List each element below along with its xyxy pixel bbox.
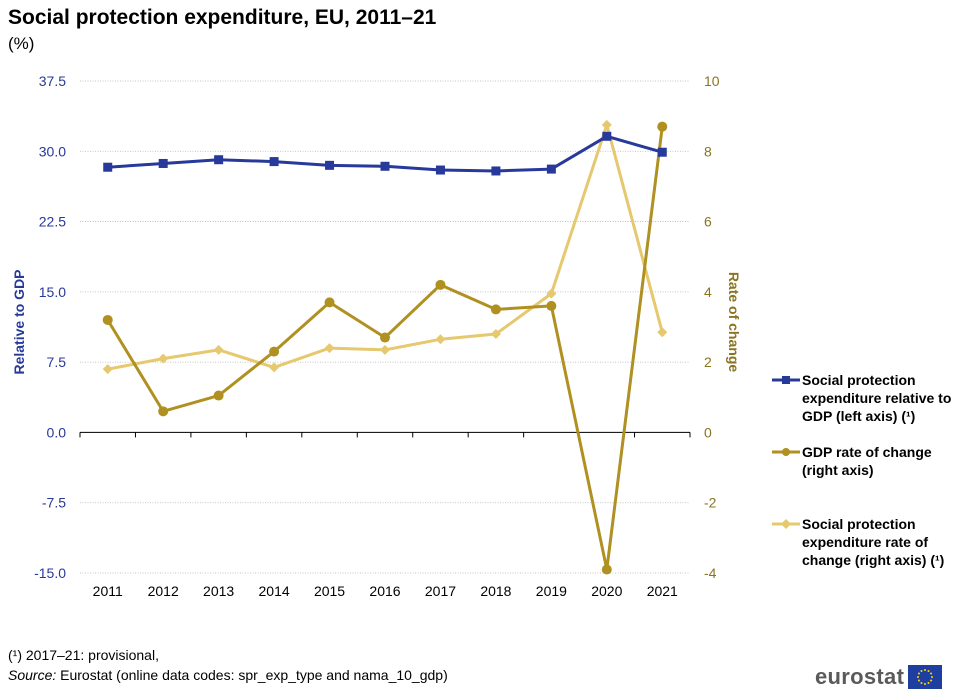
series-1-point: [324, 297, 335, 308]
series-1-point: [158, 406, 169, 417]
left-tick-label: 0.0: [47, 424, 67, 440]
flag-star: [917, 676, 920, 678]
flag-star: [918, 672, 921, 675]
left-tick-label: 7.5: [47, 354, 67, 370]
series-1-point: [546, 300, 557, 311]
x-tick-label: 2018: [480, 583, 511, 599]
right-tick-label: 10: [704, 73, 720, 89]
series-0-point: [435, 165, 445, 175]
axes: -15.0 -7.5 0.0 7.5 15.0 22.5 30.0 37.5 -4 -2 0 2 4 6 8…: [11, 73, 742, 599]
series-0-point: [103, 162, 113, 172]
series-2-point: [380, 344, 390, 355]
series-2-point: [102, 364, 113, 375]
x-tick-label: 2019: [536, 583, 567, 599]
series-0-point: [602, 131, 612, 141]
line-chart: -15.0 -7.5 0.0 7.5 15.0 22.5 30.0 37.5 -4 -2 0 2 4 6 8…: [11, 73, 742, 599]
flag-star: [924, 683, 927, 685]
series-2-point: [601, 119, 612, 130]
left-axis-title: Relative to GDP: [11, 269, 27, 374]
flag-star: [927, 669, 930, 672]
series-1-point: [102, 314, 113, 325]
series-1-point: [435, 279, 446, 290]
eu-flag-icon: [908, 665, 943, 689]
left-tick-label: 37.5: [39, 73, 66, 89]
logo-text: eurostat: [815, 664, 905, 689]
flag-star: [927, 682, 930, 685]
x-tick-label: 2016: [369, 583, 400, 599]
series-1-point: [601, 564, 612, 575]
legend-label: Social protection expenditure rate of ch…: [802, 516, 945, 568]
x-tick-label: 2011: [93, 583, 123, 599]
right-axis-title: Rate of change: [726, 272, 742, 373]
left-tick-label: 30.0: [39, 143, 66, 159]
x-tick-label: 2021: [647, 583, 678, 599]
legend-item-gdp-change: GDP rate of change (right axis): [772, 443, 952, 479]
right-tick-label: 2: [704, 354, 712, 370]
legend-label: Social protection expenditure relative t…: [802, 372, 952, 424]
left-tick-label: -7.5: [42, 495, 66, 511]
series: [102, 119, 668, 575]
source-text: Eurostat (online data codes: spr_exp_typ…: [56, 667, 448, 683]
chart-title: Social protection expenditure, EU, 2011–…: [8, 6, 437, 29]
legend-item-expenditure-gdp: Social protection expenditure relative t…: [772, 371, 952, 425]
flag-star: [920, 682, 923, 685]
flag-star: [931, 676, 934, 678]
source-label: Source:: [8, 667, 57, 683]
flag-star: [920, 669, 923, 672]
series-0-point: [657, 147, 667, 157]
series-2-point: [546, 288, 557, 299]
right-tick-label: 4: [704, 284, 712, 300]
legend-label: GDP rate of change (right axis): [802, 444, 932, 478]
series-1-point: [269, 346, 280, 357]
series-2-point: [158, 353, 169, 364]
series-0-point: [491, 166, 501, 176]
series-0-point: [269, 157, 279, 167]
series-1-point: [380, 332, 390, 343]
x-tick-label: 2012: [148, 583, 179, 599]
flag-star: [930, 672, 933, 675]
right-tick-label: 8: [704, 143, 712, 159]
series-0-point: [546, 164, 556, 174]
x-tick-label: 2014: [259, 583, 290, 599]
x-tick-label: 2020: [591, 583, 622, 599]
series-2-point: [213, 344, 224, 355]
series-1-point: [213, 390, 224, 401]
series-2-point: [490, 329, 501, 340]
series-0-point: [380, 161, 390, 171]
eurostat-logo: eurostat: [815, 664, 943, 690]
right-tick-label: 0: [704, 424, 712, 440]
series-1-point: [657, 121, 668, 132]
series-0-point: [214, 155, 224, 165]
right-tick-label: -4: [704, 565, 717, 581]
left-tick-label: 22.5: [39, 214, 66, 230]
x-tick-label: 2017: [425, 583, 456, 599]
x-tick-label: 2013: [203, 583, 234, 599]
flag-star: [924, 669, 927, 671]
x-tick-label: 2015: [314, 583, 345, 599]
legend-swatch-expenditure-gdp: [772, 376, 800, 384]
source-note: Source: Eurostat (online data codes: spr…: [8, 667, 448, 683]
left-tick-label: -15.0: [34, 565, 66, 581]
right-tick-label: -2: [704, 495, 717, 511]
series-0-point: [158, 158, 168, 168]
series-1-point: [490, 304, 501, 315]
flag-star: [930, 679, 933, 682]
series-2-point: [324, 343, 335, 354]
series-2-point: [657, 327, 668, 338]
chart-subtitle: (%): [8, 34, 35, 53]
series-2-point: [269, 362, 280, 373]
legend-swatch-expenditure-change: [772, 519, 800, 529]
left-tick-label: 15.0: [39, 284, 66, 300]
series-0-point: [325, 160, 335, 170]
legend-item-expenditure-change: Social protection expenditure rate of ch…: [772, 515, 952, 569]
series-2-point: [435, 334, 446, 345]
right-tick-label: 6: [704, 214, 712, 230]
footnote: (¹) 2017–21: provisional,: [8, 647, 159, 663]
flag-star: [918, 679, 921, 682]
legend-swatch-gdp-change: [772, 448, 800, 456]
